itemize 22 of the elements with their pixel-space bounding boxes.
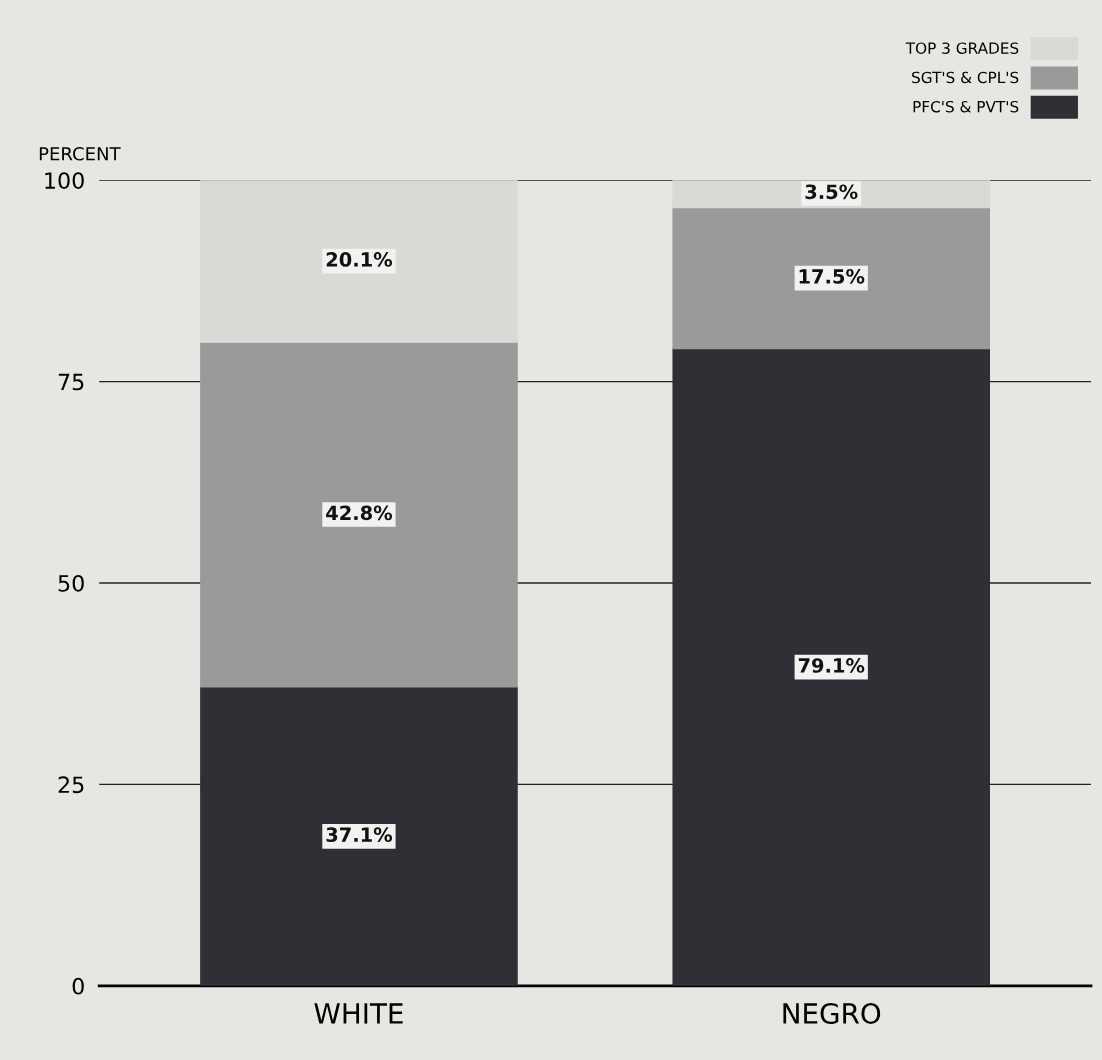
y-tick-label: 100 — [45, 172, 84, 189]
data-label: 17.5% — [799, 269, 865, 284]
x-tick-label: NEGRO — [783, 1002, 881, 1024]
y-tick-label: 0 — [72, 977, 84, 995]
data-label: 37.1% — [326, 827, 393, 842]
x-tick-label: WHITE — [314, 1003, 403, 1024]
bar — [200, 180, 518, 343]
y-tick-label: 25 — [58, 776, 84, 794]
bar — [672, 207, 990, 350]
bar — [200, 686, 518, 986]
data-label: 3.5% — [805, 184, 858, 200]
data-label: 42.8% — [326, 505, 393, 521]
y-tick-label: 50 — [58, 574, 84, 592]
bar — [200, 341, 518, 688]
legend-label: PFC'S & PVT'S — [913, 100, 1019, 113]
legend-label: SGT'S & CPL'S — [912, 71, 1019, 84]
legend-label: TOP 3 GRADES — [905, 42, 1019, 54]
data-label: 79.1% — [798, 658, 865, 673]
y-axis-title: PERCENT — [39, 146, 121, 161]
data-label: 20.1% — [326, 252, 393, 267]
bar — [672, 348, 990, 986]
y-tick-label: 75 — [58, 373, 84, 391]
